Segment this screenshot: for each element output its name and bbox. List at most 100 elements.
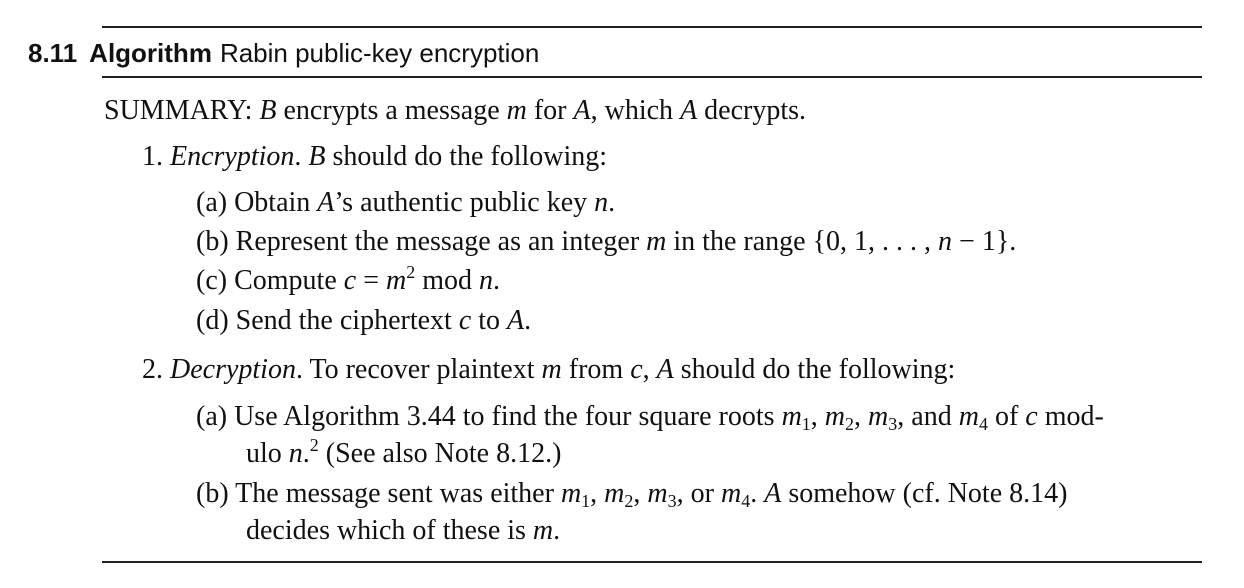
substep-1b: (b) Represent the message as an integer … xyxy=(196,225,1016,259)
algorithm-label: Algorithm xyxy=(89,38,212,68)
step-number: 1. xyxy=(142,141,163,172)
substep-label: (a) xyxy=(196,401,228,432)
step-number: 2. xyxy=(142,354,163,385)
math-subscript: 1 xyxy=(581,491,591,511)
math-var: c xyxy=(343,265,357,296)
math-subscript: 4 xyxy=(978,414,988,434)
substep-text: in the range xyxy=(666,226,813,257)
summary-text: , which xyxy=(590,95,681,126)
substep-text: somehow (cf. Note 8.14) xyxy=(781,478,1068,509)
punctuation: . xyxy=(553,515,561,546)
substep-label: (c) xyxy=(196,265,228,296)
substep-2a: (a) Use Algorithm 3.44 to find the four … xyxy=(196,401,1104,434)
math-var: c xyxy=(1025,401,1038,432)
substep-2a-continued: ulo n.2 (See also Note 8.12.) xyxy=(246,435,562,469)
math-var: A xyxy=(507,305,525,336)
math-var: A xyxy=(680,95,698,126)
math-var: c xyxy=(458,305,472,336)
substep-1a: (a) Obtain A’s authentic public key n. xyxy=(196,186,615,220)
math-var: m xyxy=(824,401,846,432)
math-var: B xyxy=(308,141,326,172)
substep-text: , and xyxy=(897,401,959,432)
math-var: n xyxy=(594,187,609,218)
punctuation: . xyxy=(493,265,500,296)
math-exponent: 2 xyxy=(406,262,416,282)
math-var: m xyxy=(506,95,527,126)
summary-text: for xyxy=(526,95,574,126)
footnote-marker[interactable]: 2 xyxy=(309,435,319,455)
bottom-rule xyxy=(102,561,1202,563)
substep-text: Use Algorithm 3.44 to find the four squa… xyxy=(234,401,782,432)
punctuation: . xyxy=(524,305,532,336)
step-title: Decryption xyxy=(170,354,296,385)
math-var: n xyxy=(479,265,493,296)
algorithm-name: Rabin public-key encryption xyxy=(219,38,540,68)
heading-rule xyxy=(102,76,1202,78)
math-var: n xyxy=(288,438,303,469)
math-subscript: 2 xyxy=(624,491,634,511)
punctuation: . xyxy=(608,187,616,218)
math-set: {0, 1, . . . , xyxy=(812,226,939,257)
math-var: c xyxy=(630,354,643,385)
math-var: m xyxy=(560,478,582,509)
math-var: m xyxy=(958,401,979,432)
math-var: m xyxy=(541,354,562,385)
algorithm-heading: 8.11 Algorithm Rabin public-key encryption xyxy=(28,36,539,70)
substep-text: Represent the message as an integer xyxy=(235,226,647,257)
math-set: − 1}. xyxy=(952,226,1017,257)
summary-text: encrypts a message xyxy=(276,95,507,126)
math-operator: mod xyxy=(415,265,479,296)
math-var: m xyxy=(604,478,625,509)
substep-label: (b) xyxy=(196,226,229,257)
substep-text: decides which of these is xyxy=(246,515,533,546)
substep-2b-continued: decides which of these is m. xyxy=(246,514,560,548)
step-text: , xyxy=(642,354,657,385)
substep-label: (b) xyxy=(196,478,229,509)
math-subscript: 2 xyxy=(845,414,855,434)
summary-prefix: SUMMARY: xyxy=(104,95,260,126)
substep-text: Send the ciphertext xyxy=(235,305,459,336)
math-subscript: 3 xyxy=(888,414,898,434)
step-text: from xyxy=(561,354,631,385)
note-reference: (See also Note 8.12.) xyxy=(318,438,562,469)
step-title: Encryption xyxy=(170,141,295,172)
substep-text: to xyxy=(471,305,508,336)
substep-text: Obtain xyxy=(234,187,318,218)
step-encryption: 1. Encryption. B should do the following… xyxy=(142,141,608,172)
math-var: m xyxy=(646,226,667,257)
substep-text: The message sent was either xyxy=(235,478,561,509)
math-var: A xyxy=(317,187,335,218)
substep-2b: (b) The message sent was either m1, m2, … xyxy=(196,478,1068,511)
algorithm-number: 8.11 xyxy=(28,38,78,68)
substep-1d: (d) Send the ciphertext c to A. xyxy=(196,304,531,338)
math-var: A xyxy=(764,478,782,509)
math-var: m xyxy=(647,478,668,509)
math-var: n xyxy=(938,226,953,257)
math-var: A xyxy=(573,95,591,126)
summary-line: SUMMARY: B encrypts a message m for A, w… xyxy=(104,94,806,128)
step-text: should do the following: xyxy=(673,354,956,385)
step-decryption: 2. Decryption. To recover plaintext m fr… xyxy=(142,354,956,385)
math-subscript: 3 xyxy=(667,491,677,511)
substep-text: of xyxy=(987,401,1026,432)
summary-text: decrypts. xyxy=(697,95,807,126)
substep-label: (d) xyxy=(196,305,229,336)
math-subscript: 4 xyxy=(741,491,751,511)
step-text: To recover plaintext xyxy=(302,354,542,385)
substep-label: (a) xyxy=(196,187,228,218)
substep-text: ulo xyxy=(246,438,289,469)
top-rule xyxy=(102,26,1202,28)
math-var: m xyxy=(532,515,554,546)
step-text: should do the following: xyxy=(325,141,608,172)
substep-text: mod- xyxy=(1037,401,1104,432)
substep-text: , or xyxy=(676,478,721,509)
substep-text: ’s authentic public key xyxy=(334,187,595,218)
math-var: m xyxy=(720,478,742,509)
math-var: B xyxy=(259,95,277,126)
math-var: m xyxy=(781,401,802,432)
math-operator: = xyxy=(356,265,386,296)
math-subscript: 1 xyxy=(801,414,811,434)
math-var: m xyxy=(385,265,407,296)
substep-text: Compute xyxy=(234,265,344,296)
math-var: m xyxy=(868,401,889,432)
